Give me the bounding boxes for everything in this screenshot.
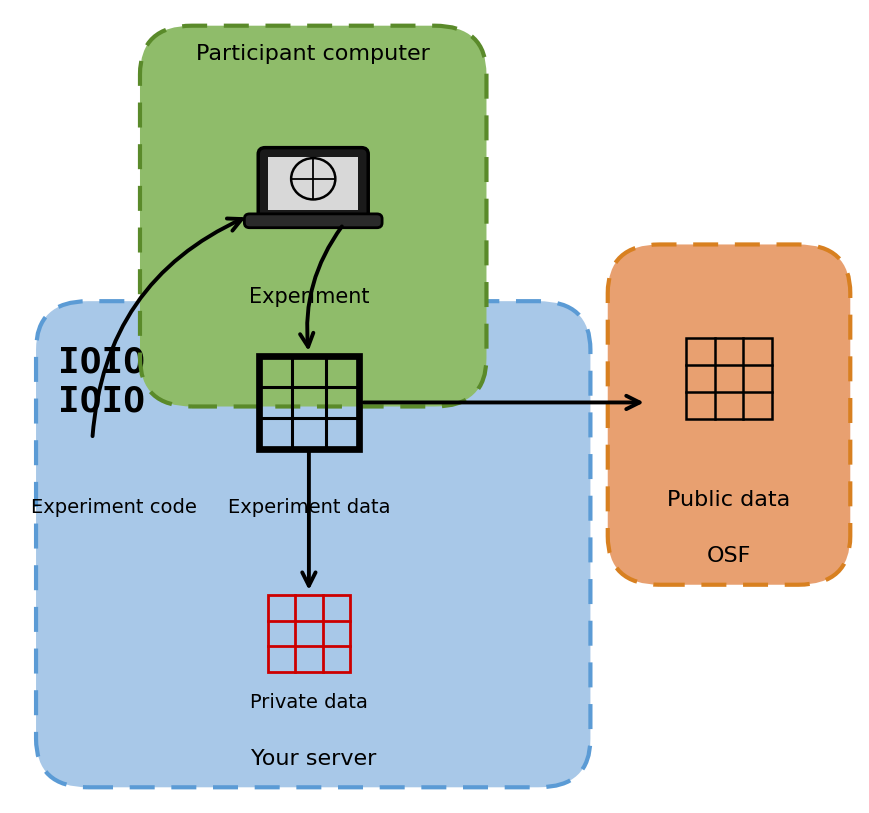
Text: Experiment code: Experiment code bbox=[31, 498, 197, 517]
FancyBboxPatch shape bbox=[607, 245, 850, 585]
Text: Private data: Private data bbox=[250, 693, 368, 711]
FancyBboxPatch shape bbox=[36, 301, 590, 787]
FancyBboxPatch shape bbox=[140, 26, 487, 406]
Text: Your server: Your server bbox=[250, 749, 376, 769]
FancyBboxPatch shape bbox=[269, 157, 358, 210]
Text: Public data: Public data bbox=[667, 489, 791, 510]
Bar bbox=[259, 356, 359, 449]
FancyBboxPatch shape bbox=[244, 214, 382, 228]
Text: Experiment data: Experiment data bbox=[228, 498, 390, 517]
FancyBboxPatch shape bbox=[258, 148, 368, 220]
Text: OSF: OSF bbox=[706, 546, 751, 567]
Text: IOIO
IOIO: IOIO IOIO bbox=[57, 346, 144, 419]
Text: Participant computer: Participant computer bbox=[196, 44, 430, 64]
Text: Experiment: Experiment bbox=[249, 287, 369, 307]
Bar bbox=[268, 595, 350, 672]
Bar bbox=[686, 337, 773, 419]
